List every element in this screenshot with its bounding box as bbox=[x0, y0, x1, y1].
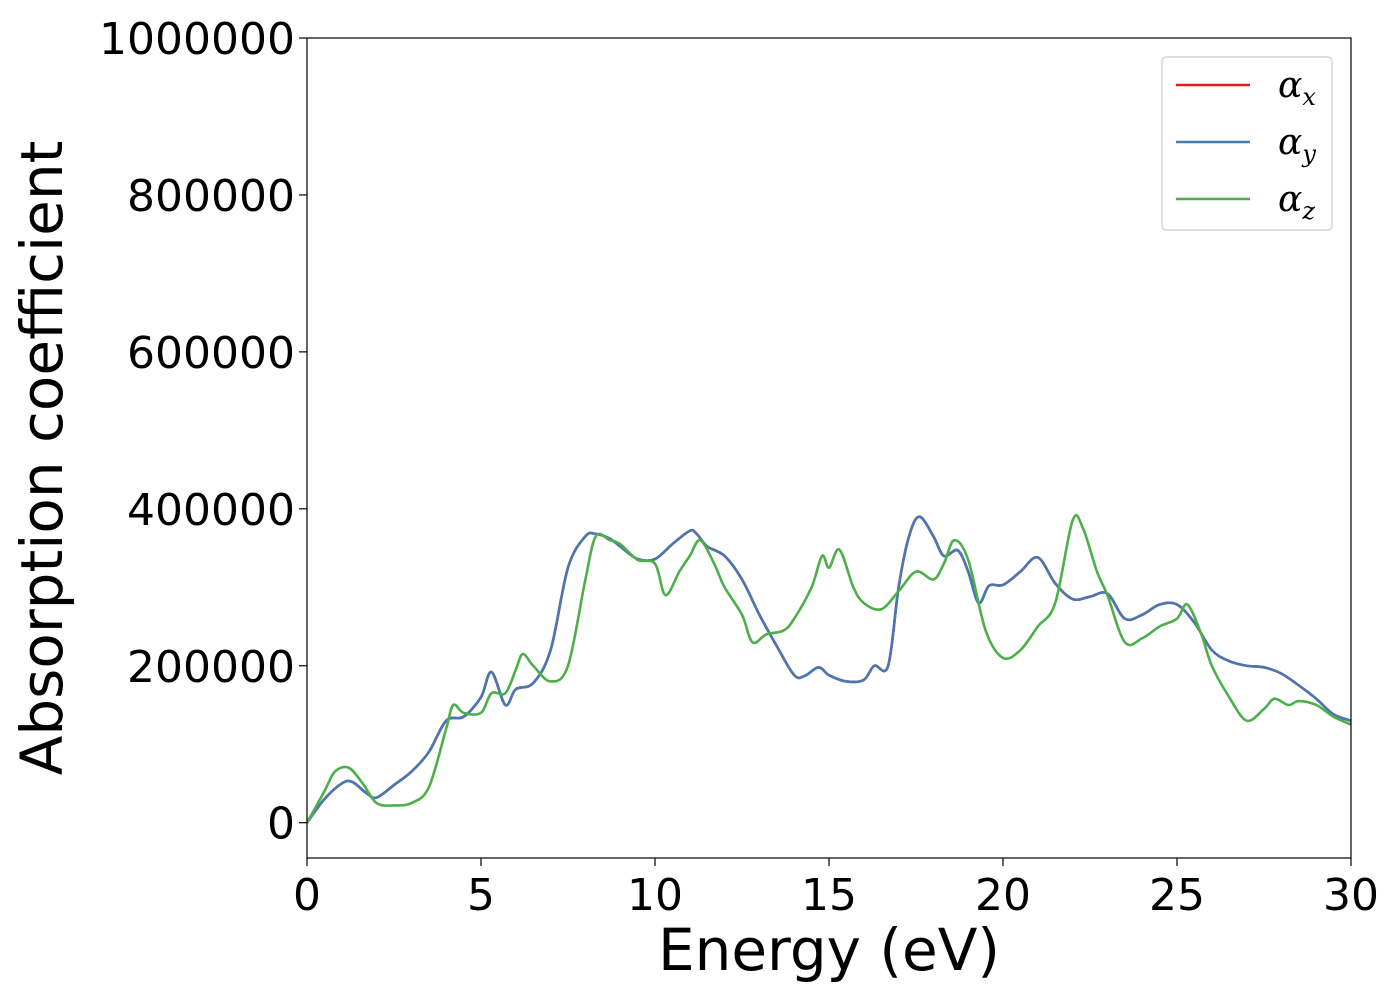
x-tick-label: 5 bbox=[467, 870, 495, 921]
legend: αx αy αz bbox=[1161, 56, 1333, 231]
x-tick-label: 0 bbox=[293, 870, 321, 921]
y-tick-label: 200000 bbox=[127, 642, 295, 693]
series-line-z bbox=[307, 514, 1351, 824]
legend-label-y: αy bbox=[1278, 122, 1316, 168]
y-tick-label: 0 bbox=[267, 799, 295, 850]
legend-label-x: αx bbox=[1278, 65, 1316, 111]
x-tick-label: 30 bbox=[1323, 870, 1379, 921]
series-lines bbox=[307, 514, 1351, 824]
y-tick-label: 600000 bbox=[127, 328, 295, 379]
series-line-y bbox=[307, 515, 1351, 824]
y-tick-label: 1000000 bbox=[99, 14, 295, 65]
legend-label-z: αz bbox=[1278, 179, 1315, 225]
y-tick-label: 800000 bbox=[127, 171, 295, 222]
series-line-x bbox=[307, 515, 1351, 824]
x-tick-label: 25 bbox=[1149, 870, 1205, 921]
y-axis-title: Absorption coefficient bbox=[8, 141, 76, 776]
x-tick-label: 20 bbox=[975, 870, 1031, 921]
y-tick-label: 400000 bbox=[127, 485, 295, 536]
x-tick-label: 10 bbox=[627, 870, 683, 921]
x-tick-label: 15 bbox=[801, 870, 857, 921]
axis-ticks: 0 5 10 15 20 25 30 0 200000 400000 600000 800000 100… bbox=[99, 14, 1379, 921]
legend-box bbox=[1161, 56, 1333, 231]
x-axis-title: Energy (eV) bbox=[658, 916, 1000, 984]
